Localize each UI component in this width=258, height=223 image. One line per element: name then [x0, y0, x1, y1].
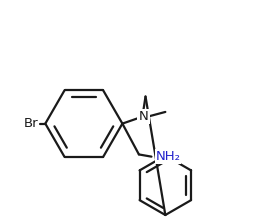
- Text: NH₂: NH₂: [155, 150, 180, 163]
- Text: N: N: [139, 110, 148, 123]
- Text: Br: Br: [24, 117, 39, 130]
